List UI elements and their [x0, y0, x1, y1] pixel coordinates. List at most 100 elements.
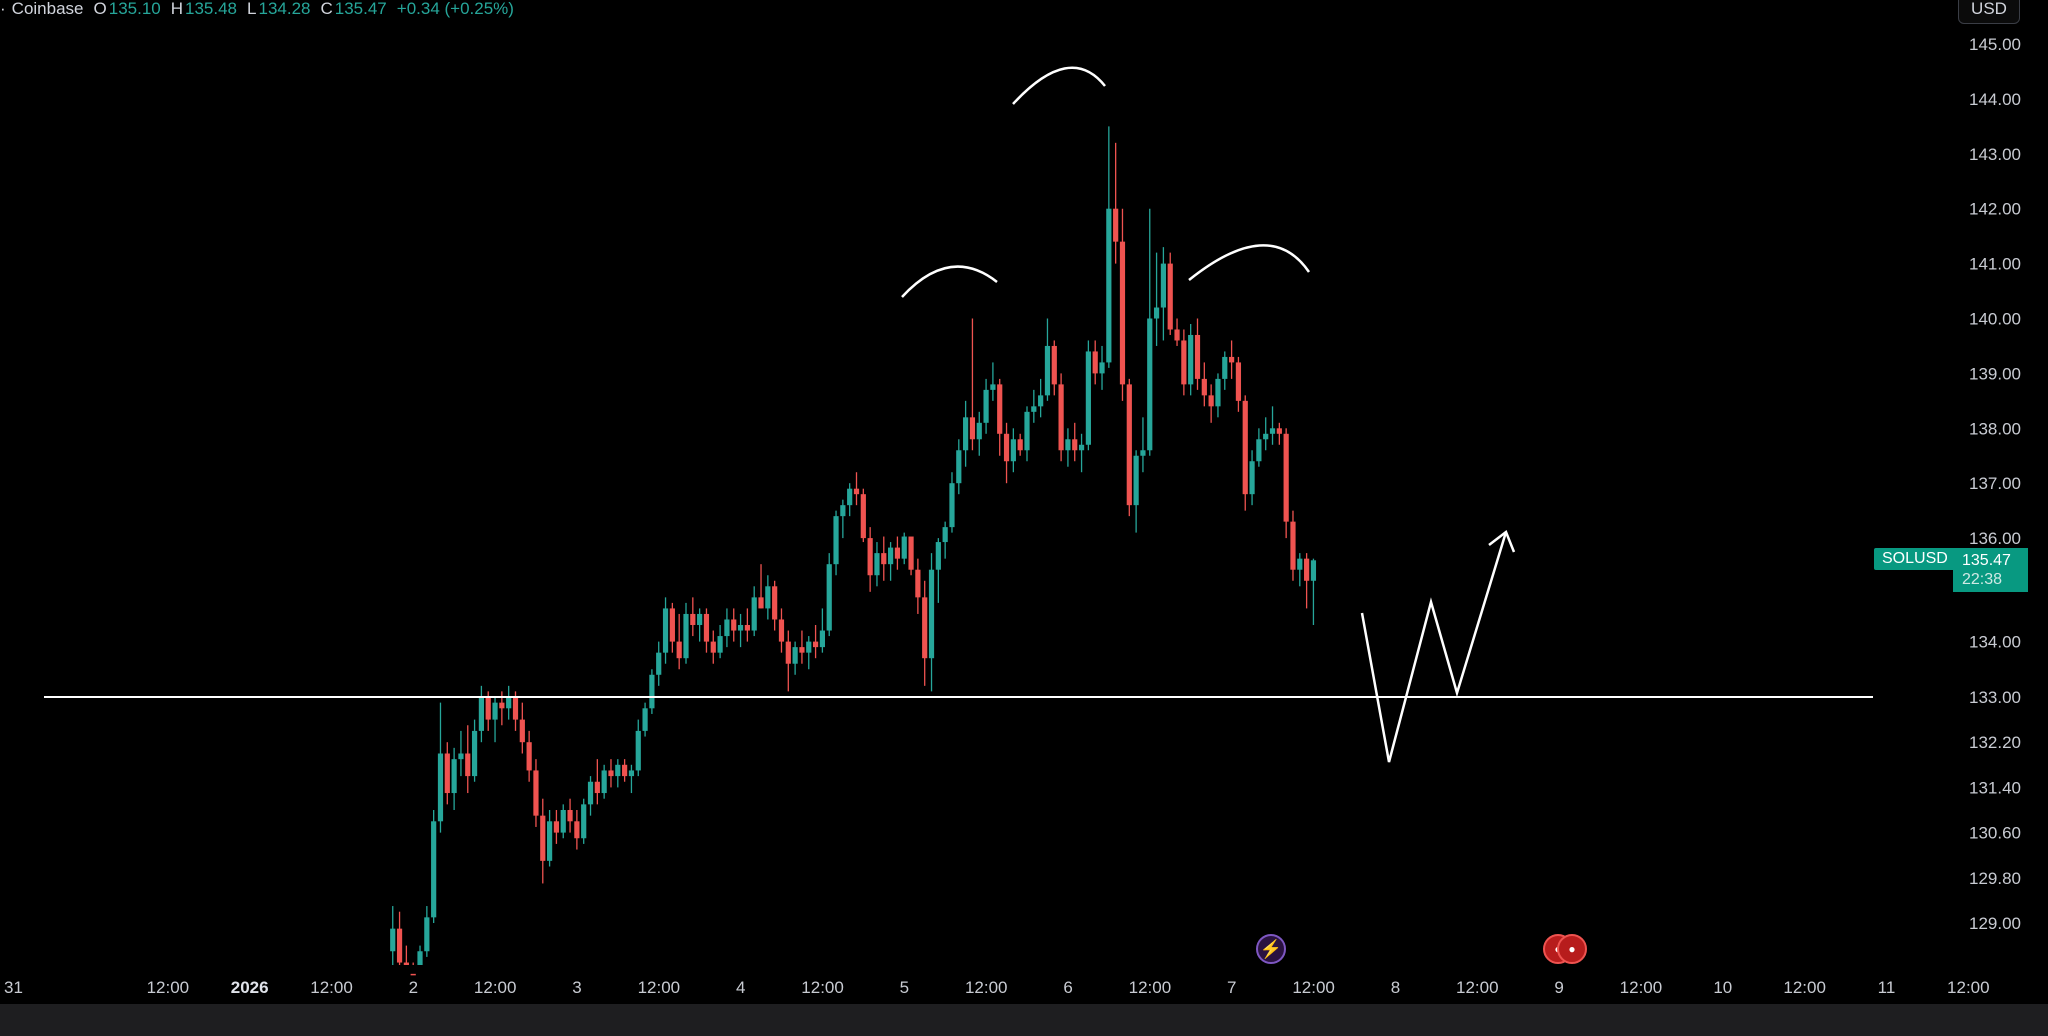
candle-body[interactable]	[649, 674, 655, 709]
candle-body[interactable]	[1133, 455, 1139, 506]
candle-body[interactable]	[963, 417, 969, 451]
candle-body[interactable]	[874, 553, 880, 576]
candle-body[interactable]	[697, 613, 703, 626]
candle-body[interactable]	[833, 516, 839, 565]
candle-body[interactable]	[444, 753, 450, 794]
candle-body[interactable]	[703, 613, 710, 642]
candle-body[interactable]	[860, 494, 866, 539]
candle-body[interactable]	[1242, 400, 1248, 495]
candle-body[interactable]	[519, 719, 525, 743]
candle-body[interactable]	[806, 641, 812, 653]
candle-body[interactable]	[512, 696, 519, 720]
candle-body[interactable]	[1119, 241, 1126, 385]
candle-body[interactable]	[888, 547, 894, 565]
candle-body[interactable]	[1106, 208, 1112, 363]
candle-body[interactable]	[894, 547, 901, 559]
candle-body[interactable]	[567, 810, 573, 822]
candle-body[interactable]	[772, 586, 778, 620]
candle-body[interactable]	[581, 804, 587, 839]
candle-body[interactable]	[935, 542, 941, 570]
candle-body[interactable]	[601, 770, 607, 794]
candle-body[interactable]	[983, 389, 989, 423]
candle-body[interactable]	[540, 815, 546, 861]
candle-body[interactable]	[799, 647, 805, 653]
candle-body[interactable]	[997, 384, 1003, 434]
candle-body[interactable]	[608, 770, 614, 777]
candle-body[interactable]	[526, 742, 532, 771]
candle-body[interactable]	[1215, 378, 1221, 407]
candle-body[interactable]	[847, 488, 853, 506]
candle-body[interactable]	[1140, 450, 1146, 456]
candle-body[interactable]	[1174, 329, 1180, 341]
candle-body[interactable]	[1256, 439, 1262, 462]
candle-body[interactable]	[574, 821, 580, 839]
candle-body[interactable]	[1188, 334, 1194, 385]
candle-body[interactable]	[915, 569, 921, 598]
candle-body[interactable]	[1276, 428, 1282, 434]
candle-body[interactable]	[1153, 307, 1160, 319]
candle-body[interactable]	[1024, 411, 1030, 451]
candle-body[interactable]	[969, 417, 976, 440]
candle-body[interactable]	[1208, 395, 1214, 407]
candle-body[interactable]	[751, 597, 757, 631]
candle-body[interactable]	[635, 730, 641, 771]
candle-body[interactable]	[1078, 444, 1085, 451]
currency-button[interactable]: USD	[1958, 0, 2020, 24]
candle-body[interactable]	[396, 928, 403, 963]
candle-body[interactable]	[690, 613, 696, 626]
candle-body[interactable]	[465, 753, 471, 777]
candle-body[interactable]	[840, 505, 846, 517]
candle-body[interactable]	[792, 647, 798, 664]
candle-body[interactable]	[431, 821, 437, 918]
candle-body[interactable]	[642, 708, 648, 731]
candle-body[interactable]	[942, 527, 948, 543]
candle-body[interactable]	[867, 538, 873, 576]
candle-body[interactable]	[778, 619, 785, 642]
candle-body[interactable]	[1194, 334, 1201, 379]
lightning-event-icon[interactable]: ⚡	[1256, 934, 1286, 964]
candle-body[interactable]	[1085, 351, 1091, 445]
candle-body[interactable]	[1263, 433, 1269, 440]
candle-body[interactable]	[765, 586, 771, 609]
candle-body[interactable]	[1038, 395, 1044, 407]
candle-body[interactable]	[485, 696, 491, 720]
candle-body[interactable]	[1269, 428, 1276, 434]
candle-body[interactable]	[1283, 433, 1289, 522]
candle-body[interactable]	[1126, 384, 1132, 506]
candle-body[interactable]	[1058, 384, 1064, 451]
candle-body[interactable]	[499, 702, 505, 709]
candle-body[interactable]	[744, 625, 750, 631]
candle-body[interactable]	[390, 928, 396, 952]
candle-body[interactable]	[1044, 345, 1051, 396]
candle-body[interactable]	[506, 696, 512, 709]
candle-body[interactable]	[922, 597, 928, 659]
candle-body[interactable]	[710, 641, 716, 653]
candle-body[interactable]	[1167, 263, 1173, 330]
candle-body[interactable]	[826, 564, 832, 631]
candle-body[interactable]	[458, 753, 464, 760]
candle-body[interactable]	[812, 641, 819, 648]
candle-body[interactable]	[560, 810, 566, 833]
candle-body[interactable]	[676, 641, 682, 659]
candle-body[interactable]	[819, 630, 825, 648]
candle-body[interactable]	[1235, 362, 1242, 401]
candle-body[interactable]	[928, 569, 935, 659]
candle-body[interactable]	[1290, 521, 1296, 570]
candle-body[interactable]	[758, 597, 764, 609]
candle-body[interactable]	[908, 536, 914, 570]
candle-body[interactable]	[656, 652, 662, 675]
candle-body[interactable]	[1065, 439, 1071, 451]
candle-body[interactable]	[1297, 558, 1303, 570]
candle-body[interactable]	[437, 753, 444, 822]
candle-body[interactable]	[1072, 439, 1078, 451]
candle-body[interactable]	[717, 636, 723, 653]
candle-body[interactable]	[1222, 356, 1228, 379]
candle-body[interactable]	[1310, 560, 1317, 581]
candle-body[interactable]	[683, 613, 689, 659]
candle-body[interactable]	[1160, 263, 1166, 308]
candle-body[interactable]	[533, 770, 539, 816]
candle-body[interactable]	[1113, 208, 1119, 242]
candle-body[interactable]	[724, 619, 730, 637]
candle-body[interactable]	[553, 821, 560, 833]
us-flag-event-icon[interactable]: ●	[1557, 934, 1587, 964]
